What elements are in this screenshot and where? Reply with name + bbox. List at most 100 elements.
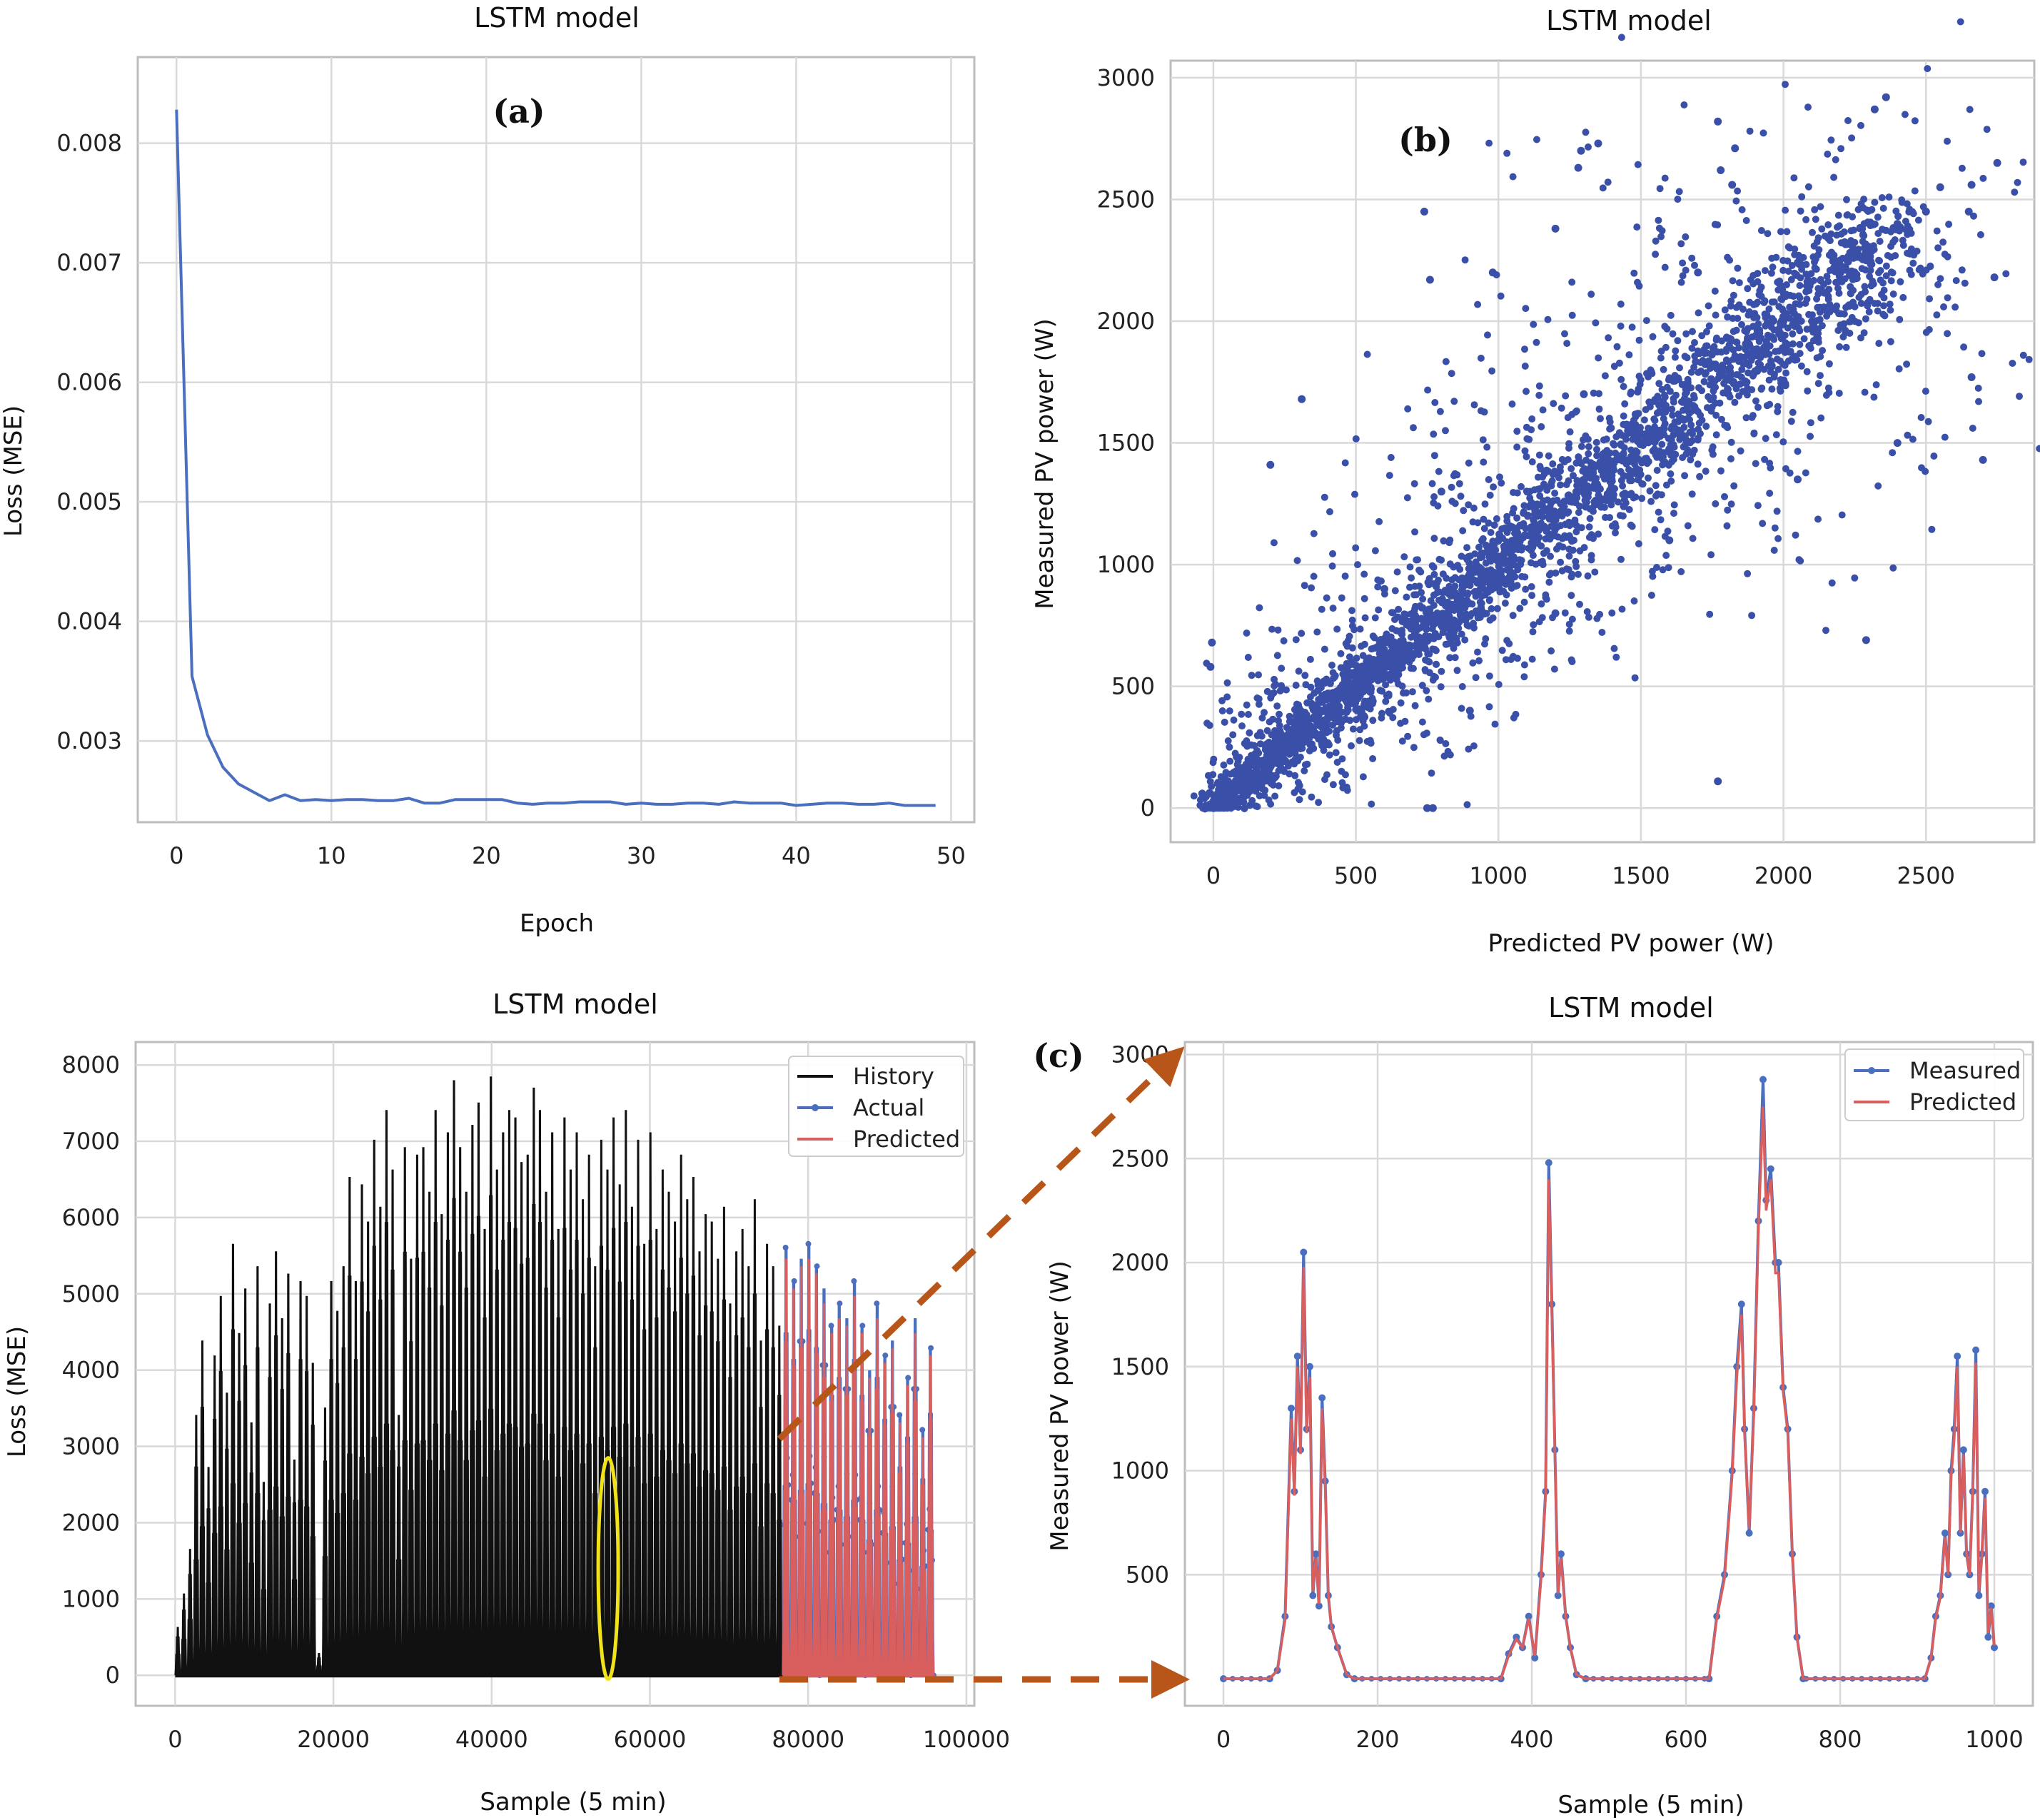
scatter-point — [1706, 610, 1714, 618]
scatter-point — [1887, 306, 1894, 314]
scatter-point — [1535, 382, 1543, 390]
chart-c2-ytick-label: 500 — [1126, 1561, 1169, 1588]
scatter-point — [1851, 269, 1859, 277]
scatter-point — [1697, 358, 1705, 366]
scatter-point — [1705, 302, 1712, 310]
scatter-point — [1310, 572, 1318, 580]
scatter-point — [1474, 648, 1481, 656]
scatter-point — [1796, 350, 1804, 358]
measured-point — [1300, 1248, 1308, 1256]
scatter-point — [1670, 455, 1677, 463]
scatter-point — [1500, 545, 1508, 552]
scatter-point — [1458, 574, 1466, 582]
scatter-point — [1802, 216, 1810, 223]
scatter-point — [1513, 582, 1521, 590]
scatter-point — [1539, 406, 1547, 414]
scatter-point — [1301, 582, 1308, 590]
scatter-point — [1439, 589, 1447, 597]
scatter-point — [1592, 438, 1600, 446]
scatter-point — [1803, 295, 1811, 303]
chart-b-xtick-label: 500 — [1334, 862, 1378, 889]
scatter-point — [1824, 151, 1832, 158]
scatter-point — [1694, 408, 1702, 415]
scatter-point — [1622, 420, 1630, 428]
scatter-point — [1469, 659, 1477, 667]
scatter-point — [1480, 515, 1488, 523]
scatter-point — [1944, 137, 1951, 145]
scatter-point — [1941, 433, 1949, 441]
scatter-point — [1544, 315, 1552, 323]
scatter-point — [1848, 134, 1856, 142]
scatter-point — [1274, 626, 1282, 634]
scatter-point — [1786, 348, 1793, 356]
chart-b-points — [1190, 18, 2040, 813]
scatter-point — [1248, 672, 1256, 679]
scatter-point — [1930, 453, 1938, 460]
scatter-point — [1218, 796, 1226, 804]
scatter-point — [1879, 204, 1887, 212]
scatter-point — [1537, 600, 1545, 608]
scatter-point — [1279, 747, 1287, 755]
scatter-point — [1577, 146, 1585, 155]
scatter-point — [1789, 308, 1797, 315]
chart-a-ytick-label: 0.005 — [56, 488, 122, 515]
scatter-point — [1596, 610, 1604, 618]
scatter-point — [1498, 647, 1506, 654]
chart-c2-legend: Measured Predicted — [1844, 1048, 2024, 1121]
scatter-point — [1513, 514, 1521, 522]
scatter-point — [1714, 777, 1722, 786]
scatter-point — [1887, 277, 1895, 285]
scatter-point — [1819, 347, 1827, 355]
scatter-point — [1242, 760, 1250, 768]
scatter-point — [1712, 500, 1720, 507]
scatter-point — [1791, 246, 1799, 253]
scatter-point — [1784, 268, 1792, 275]
scatter-point — [1339, 784, 1347, 792]
scatter-point — [1691, 261, 1698, 269]
scatter-point — [1889, 269, 1897, 277]
scatter-point — [1784, 257, 1792, 265]
scatter-point — [1227, 804, 1235, 812]
scatter-point — [1503, 149, 1511, 157]
scatter-point — [1851, 574, 1859, 582]
scatter-point — [1728, 181, 1737, 189]
scatter-point — [1510, 714, 1518, 722]
scatter-point — [1634, 278, 1641, 286]
scatter-point — [1537, 520, 1545, 527]
scatter-point — [1597, 503, 1605, 511]
scatter-point — [1694, 436, 1702, 444]
scatter-point — [1301, 767, 1308, 774]
scatter-point — [1389, 706, 1397, 713]
scatter-point — [1388, 609, 1395, 617]
scatter-point — [1595, 405, 1603, 413]
scatter-point — [1458, 630, 1465, 638]
scatter-point — [1896, 315, 1904, 323]
scatter-point — [1643, 370, 1650, 378]
scatter-point — [1928, 525, 1936, 533]
scatter-point — [1904, 431, 1912, 439]
scatter-point — [1817, 414, 1825, 422]
scatter-point — [1485, 672, 1493, 680]
scatter-point — [1709, 450, 1717, 458]
scatter-point — [1437, 487, 1445, 496]
scatter-point — [1363, 699, 1370, 707]
scatter-point — [1672, 391, 1680, 399]
scatter-point — [1517, 560, 1525, 568]
scatter-point — [1835, 390, 1843, 397]
legend-label: Predicted — [853, 1126, 960, 1153]
scatter-point — [1804, 103, 1812, 111]
scatter-point — [1351, 490, 1358, 498]
scatter-point — [1668, 405, 1676, 413]
scatter-point — [1757, 283, 1765, 291]
scatter-point — [1565, 566, 1572, 574]
scatter-point — [1218, 707, 1226, 714]
scatter-point — [1875, 269, 1882, 277]
scatter-point — [1583, 608, 1591, 615]
scatter-point — [1340, 687, 1348, 695]
scatter-point — [1655, 508, 1662, 516]
scatter-point — [1405, 658, 1413, 666]
scatter-point — [1321, 645, 1328, 653]
scatter-point — [1352, 435, 1360, 443]
scatter-point — [1774, 365, 1782, 373]
scatter-point — [1425, 575, 1433, 582]
